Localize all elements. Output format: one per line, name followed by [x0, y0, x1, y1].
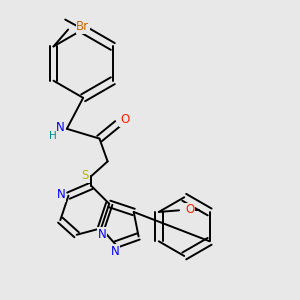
Text: N: N — [57, 188, 66, 201]
Text: O: O — [120, 113, 129, 127]
Text: Br: Br — [76, 20, 89, 33]
Text: H: H — [49, 131, 57, 141]
Text: N: N — [110, 244, 119, 258]
Text: N: N — [56, 121, 65, 134]
Text: S: S — [82, 169, 89, 182]
Text: N: N — [98, 228, 106, 241]
Text: O: O — [185, 203, 194, 216]
